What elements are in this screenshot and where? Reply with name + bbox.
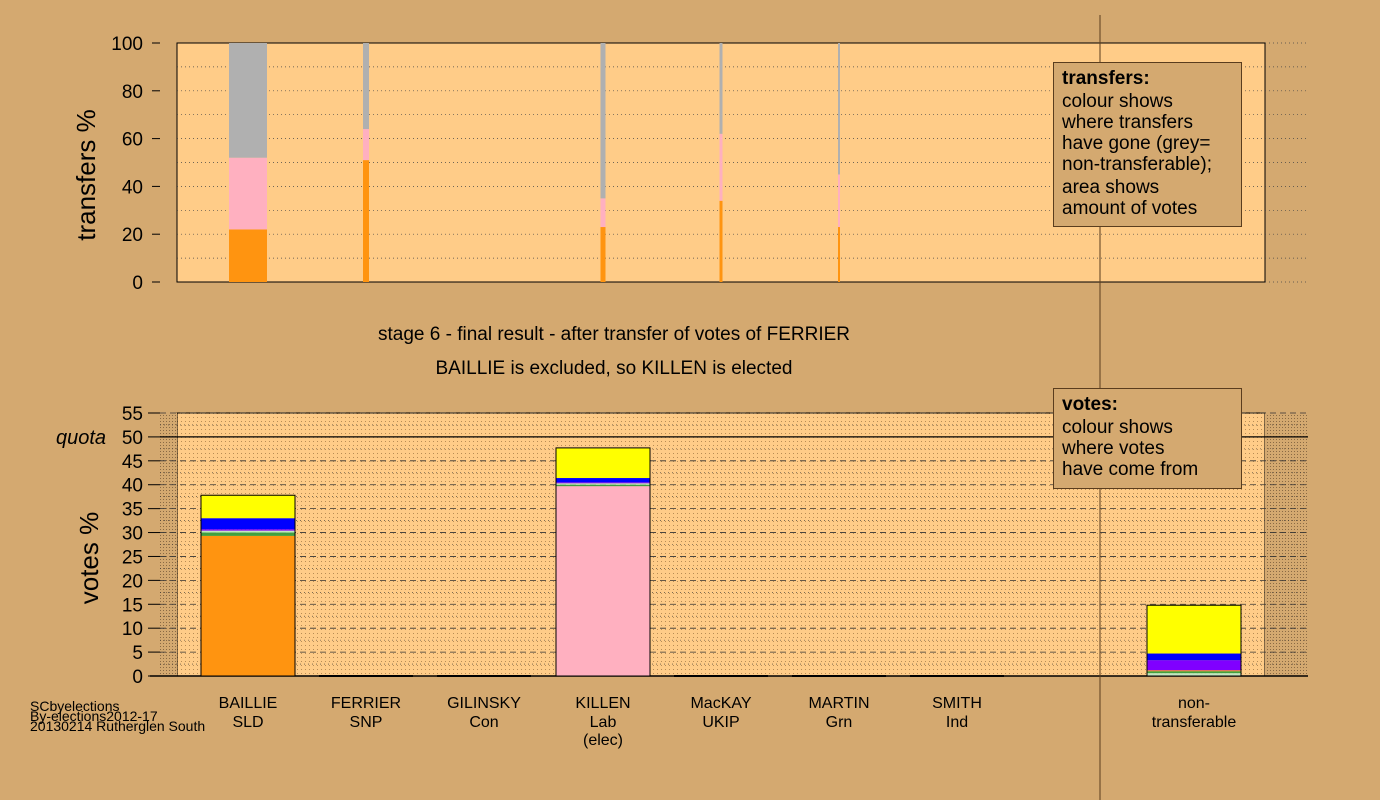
- candidate-name-label: GILINSKY: [447, 695, 521, 712]
- votes-y-tick-label: 40: [122, 476, 143, 497]
- votes-y-tick-label: 50: [122, 428, 143, 449]
- vote-bar-segment: [1147, 670, 1241, 672]
- transfer-bar-segment: [229, 157, 267, 230]
- votes-legend-line: colour shows: [1062, 417, 1173, 438]
- candidate-party-label: Ind: [946, 714, 968, 731]
- transfer-bar-segment: [363, 43, 369, 130]
- transfers-y-tick-label: 60: [122, 130, 143, 151]
- footer-line-3: 20130214 Rutherglen South: [30, 718, 205, 734]
- transfers-legend-line: colour shows: [1062, 91, 1173, 112]
- transfer-bar-segment: [229, 229, 267, 282]
- votes-y-tick-label: 35: [122, 500, 143, 521]
- votes-y-tick-label: 55: [122, 404, 143, 425]
- transfer-bar-segment: [838, 174, 840, 228]
- vote-bar-segment: [1147, 673, 1241, 676]
- vote-bar-segment: [1147, 653, 1241, 661]
- vote-bar-segment: [201, 532, 295, 536]
- transfer-bar-segment: [719, 200, 723, 282]
- footer-line-1: SCbyelections: [30, 698, 120, 714]
- vote-bar-segment: [1147, 660, 1241, 671]
- votes-y-tick-label: 30: [122, 524, 143, 545]
- votes-legend-line: where votes: [1062, 438, 1165, 459]
- candidate-name-label: BAILLIE: [219, 695, 278, 712]
- transfers-y-tick-label: 80: [122, 82, 143, 103]
- transfers-legend-title: transfers:: [1062, 68, 1150, 89]
- candidate-name-label: MacKAY: [690, 695, 751, 712]
- vote-bar-segment: [556, 484, 650, 487]
- votes-legend-line: have come from: [1062, 459, 1199, 480]
- transfer-bar-segment: [600, 198, 606, 228]
- transfer-bar-segment: [719, 133, 723, 201]
- votes-axis-title: votes %: [74, 512, 104, 605]
- transfers-y-tick-label: 0: [132, 273, 143, 294]
- candidate-name-label: MARTIN: [808, 695, 869, 712]
- non-transferable-label-1: non-: [1178, 695, 1210, 712]
- votes-y-tick-label: 15: [122, 595, 143, 616]
- candidate-party-label: SNP: [350, 714, 383, 731]
- transfer-bar-segment: [838, 43, 840, 175]
- candidate-name-label: KILLEN: [575, 695, 630, 712]
- candidate-party-label: Lab: [590, 714, 617, 731]
- candidate-party-label: UKIP: [702, 714, 739, 731]
- candidate-party-label: Grn: [826, 714, 853, 731]
- transfers-legend-line: area shows: [1062, 177, 1160, 198]
- votes-y-tick-label: 5: [132, 643, 143, 664]
- quota-label: quota: [56, 427, 106, 449]
- candidate-party-label: Con: [469, 714, 498, 731]
- candidate-status-label: (elec): [583, 732, 623, 749]
- candidate-name-label: FERRIER: [331, 695, 401, 712]
- transfer-bar-segment: [600, 227, 606, 282]
- votes-y-tick-label: 0: [132, 667, 143, 688]
- non-transferable-label-2: transferable: [1152, 714, 1237, 731]
- vote-bar-segment: [556, 482, 650, 484]
- vote-bar-segment: [556, 483, 650, 485]
- votes-legend: votes: colour shows where votes have com…: [1053, 388, 1242, 489]
- vote-bar-segment: [201, 495, 295, 519]
- vote-bar-segment: [1147, 605, 1241, 654]
- transfers-legend-line: amount of votes: [1062, 198, 1198, 219]
- footer-line-2: By-elections2012-17: [30, 708, 158, 724]
- vote-bar-segment: [556, 486, 650, 676]
- transfers-legend-line: have gone (grey=: [1062, 133, 1211, 154]
- votes-plot-right-band: [1265, 413, 1308, 676]
- stage-caption: stage 6 - final result - after transfer …: [378, 324, 850, 345]
- candidate-name-label: SMITH: [932, 695, 982, 712]
- transfers-legend: transfers: colour shows where transfers …: [1053, 62, 1242, 227]
- transfer-bar-segment: [719, 43, 723, 134]
- vote-bar-segment: [556, 447, 650, 479]
- transfers-y-tick-label: 40: [122, 177, 143, 198]
- votes-y-tick-label: 10: [122, 619, 143, 640]
- transfers-legend-line: where transfers: [1062, 112, 1193, 133]
- vote-bar-outline: [555, 447, 651, 677]
- vote-bar-segment: [1147, 671, 1241, 674]
- votes-legend-title: votes:: [1062, 394, 1118, 415]
- votes-y-tick-label: 20: [122, 571, 143, 592]
- result-caption: BAILLIE is excluded, so KILLEN is electe…: [436, 358, 793, 379]
- vote-bar-segment: [201, 530, 295, 533]
- votes-y-tick-label: 25: [122, 547, 143, 568]
- vote-bar-segment: [201, 529, 295, 531]
- vote-bar-segment: [201, 518, 295, 530]
- transfers-axis-title: transfers %: [71, 109, 101, 241]
- votes-y-tick-label: 45: [122, 452, 143, 473]
- transfers-y-tick-label: 20: [122, 225, 143, 246]
- candidate-party-label: SLD: [232, 714, 263, 731]
- transfers-legend-line: non-transferable);: [1062, 154, 1212, 175]
- transfer-bar-segment: [229, 43, 267, 158]
- transfer-bar-segment: [838, 227, 840, 282]
- vote-bar-outline: [200, 494, 296, 677]
- transfers-y-tick-label: 100: [111, 34, 143, 55]
- vote-bar-segment: [556, 478, 650, 483]
- transfer-bar-segment: [600, 43, 606, 199]
- transfer-bar-segment: [363, 129, 369, 161]
- vote-bar-segment: [201, 535, 295, 676]
- transfer-bar-segment: [363, 160, 369, 282]
- vote-bar-outline: [1146, 604, 1242, 677]
